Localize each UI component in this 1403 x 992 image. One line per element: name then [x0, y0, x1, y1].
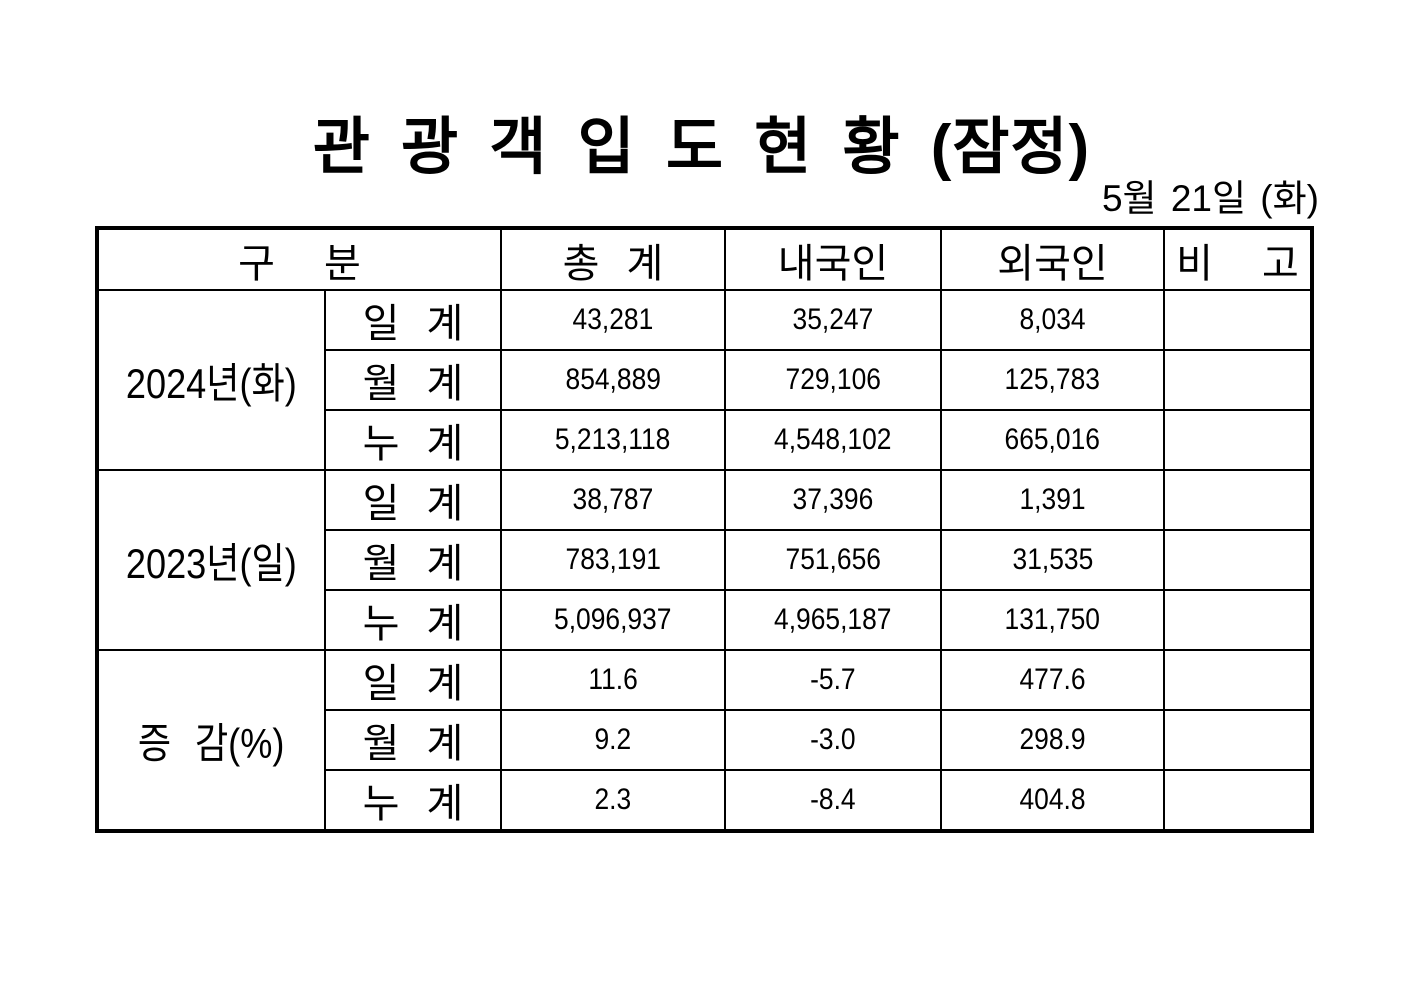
row-label: 일 계 [324, 289, 502, 351]
table-row: 누 계 5,096,937 4,965,187 131,750 [97, 589, 1313, 651]
cell-total-value: 5,213,118 [555, 423, 671, 456]
table-row: 2023년(일) 일 계 38,787 37,396 1,391 [96, 469, 1313, 651]
col-header-note: 비 고 [1163, 227, 1313, 291]
cell-domestic: 37,396 [724, 469, 942, 531]
cell-note [1163, 649, 1313, 711]
table-row: 월 계 854,889 729,106 125,783 [97, 349, 1313, 411]
cell-domestic: 751,656 [724, 529, 942, 591]
cell-note [1163, 529, 1313, 591]
cell-total: 2.3 [500, 769, 726, 832]
cell-domestic-value: 4,548,102 [774, 423, 892, 456]
row-group-label-change: 증 감(%) [96, 649, 326, 832]
cell-foreigner: 1,391 [940, 469, 1165, 531]
cell-domestic: 35,247 [724, 289, 942, 351]
cell-total-value: 43,281 [572, 303, 654, 336]
cell-domestic-value: 4,965,187 [774, 603, 892, 636]
cell-foreigner: 665,016 [940, 409, 1165, 471]
row-group-label-text: 2023년(일) [126, 539, 297, 587]
cell-total-value: 854,889 [565, 363, 661, 396]
cell-foreigner-value: 477.6 [1019, 663, 1086, 696]
document-title: 관 광 객 입 도 현 황 (잠정) [312, 113, 1091, 182]
row-group-label-2023: 2023년(일) [96, 469, 326, 651]
row-group-label-text: 2024년(화) [126, 359, 297, 407]
row-group-label-2024: 2024년(화) [96, 289, 326, 471]
table-row: 월 계 9.2 -3.0 298.9 [97, 709, 1313, 771]
col-header-total: 총 계 [500, 227, 726, 291]
table-row: 2024년(화) 일 계 43,281 35,247 8,034 [96, 289, 1313, 471]
cell-note [1163, 409, 1313, 471]
row-label: 월 계 [324, 709, 502, 771]
cell-note [1163, 589, 1313, 651]
cell-note [1163, 709, 1313, 771]
cell-foreigner-value: 665,016 [1004, 423, 1101, 456]
cell-foreigner: 8,034 [940, 289, 1165, 351]
cell-total-value: 38,787 [572, 483, 654, 516]
cell-note [1163, 469, 1313, 531]
row-label: 일 계 [324, 649, 502, 711]
cell-foreigner: 131,750 [940, 589, 1165, 651]
cell-total-value: 5,096,937 [554, 603, 672, 636]
cell-total: 11.6 [500, 649, 726, 711]
row-group-label-text: 증 감(%) [138, 719, 285, 767]
cell-total: 5,213,118 [500, 409, 726, 471]
header-row: 구 분 총 계 내국인 외국인 비 고 [96, 227, 1313, 291]
cell-foreigner-value: 8,034 [1019, 303, 1086, 336]
tourist-arrivals-table: 구 분 총 계 내국인 외국인 비 고 2024년(화) 일 계 43,281 … [95, 226, 1314, 833]
cell-domestic: -3.0 [724, 709, 942, 771]
cell-foreigner: 31,535 [940, 529, 1165, 591]
cell-domestic-value: 35,247 [792, 303, 874, 336]
cell-domestic-value: 751,656 [785, 543, 881, 576]
cell-domestic-value: 729,106 [785, 363, 881, 396]
cell-foreigner-value: 125,783 [1004, 363, 1101, 396]
cell-total: 5,096,937 [500, 589, 726, 651]
table-row: 누 계 5,213,118 4,548,102 665,016 [97, 409, 1313, 471]
cell-total: 9.2 [500, 709, 726, 771]
cell-domestic: -5.7 [724, 649, 942, 711]
cell-domestic: 729,106 [724, 349, 942, 411]
cell-foreigner-value: 298.9 [1019, 723, 1086, 756]
cell-domestic-value: 37,396 [792, 483, 874, 516]
row-label: 월 계 [324, 529, 502, 591]
cell-total: 38,787 [500, 469, 726, 531]
col-header-domestic: 내국인 [724, 227, 942, 291]
cell-domestic: -8.4 [724, 769, 942, 832]
cell-note [1163, 769, 1313, 832]
col-header-category: 구 분 [96, 227, 502, 291]
cell-domestic-value: -5.7 [810, 663, 856, 696]
cell-total: 783,191 [500, 529, 726, 591]
cell-foreigner: 477.6 [940, 649, 1165, 711]
cell-note [1163, 289, 1313, 351]
table-row: 월 계 783,191 751,656 31,535 [97, 529, 1313, 591]
cell-total: 43,281 [500, 289, 726, 351]
cell-domestic-value: -8.4 [810, 783, 856, 816]
cell-total-value: 783,191 [565, 543, 661, 576]
cell-domestic: 4,965,187 [724, 589, 942, 651]
cell-note [1163, 349, 1313, 411]
report-date: 5월 21일 (화) [1101, 178, 1319, 219]
cell-domestic: 4,548,102 [724, 409, 942, 471]
cell-foreigner-value: 1,391 [1019, 483, 1086, 516]
cell-total: 854,889 [500, 349, 726, 411]
cell-foreigner-value: 404.8 [1019, 783, 1086, 816]
cell-domestic-value: -3.0 [810, 723, 856, 756]
row-label: 일 계 [324, 469, 502, 531]
cell-foreigner-value: 31,535 [1012, 543, 1093, 576]
cell-foreigner: 404.8 [940, 769, 1165, 832]
cell-total-value: 9.2 [594, 723, 632, 756]
cell-foreigner: 298.9 [940, 709, 1165, 771]
cell-total-value: 2.3 [594, 783, 632, 816]
cell-foreigner: 125,783 [940, 349, 1165, 411]
cell-total-value: 11.6 [588, 663, 638, 696]
table-row: 증 감(%) 일 계 11.6 -5.7 477.6 [96, 649, 1313, 832]
table-row: 누 계 2.3 -8.4 404.8 [97, 769, 1313, 832]
row-label: 누 계 [324, 769, 502, 832]
col-header-foreigner: 외국인 [940, 227, 1165, 291]
row-label: 월 계 [324, 349, 502, 411]
row-label: 누 계 [324, 589, 502, 651]
cell-foreigner-value: 131,750 [1004, 603, 1101, 636]
row-label: 누 계 [324, 409, 502, 471]
